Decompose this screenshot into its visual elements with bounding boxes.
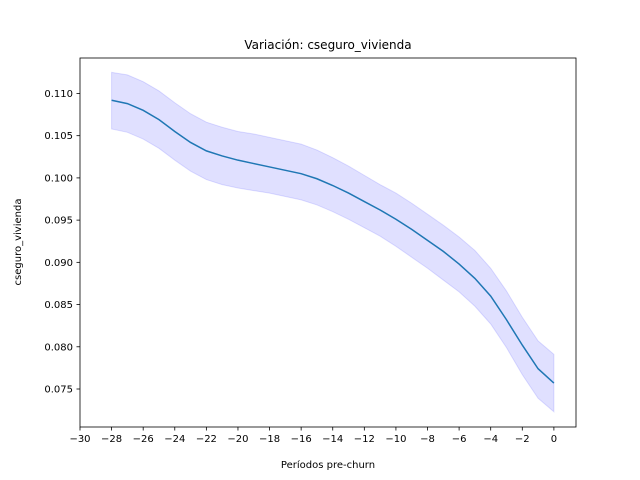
y-tick-label: 0.080	[44, 342, 73, 353]
x-tick-label: −4	[483, 434, 498, 445]
x-tick-label: −28	[101, 434, 122, 445]
plot-area	[79, 57, 577, 428]
series-line	[111, 99, 555, 384]
x-tick-label: −14	[322, 434, 343, 445]
y-axis-label: cseguro_vivienda	[13, 199, 24, 286]
x-tick-label: −20	[227, 434, 248, 445]
chart-title: Variación: cseguro_vivienda	[244, 38, 411, 52]
x-tick-label: −26	[133, 434, 154, 445]
x-tick-label: −10	[385, 434, 406, 445]
x-tick-label: −24	[164, 434, 185, 445]
y-tick-label: 0.110	[44, 89, 73, 100]
x-tick-label: −16	[291, 434, 312, 445]
x-tick-label: −18	[259, 434, 280, 445]
x-tick-label: −22	[196, 434, 217, 445]
y-tick-label: 0.090	[44, 258, 73, 269]
x-tick-label: 0	[551, 434, 557, 445]
x-axis-ticks: −30 −28 −26 −24 −22 −20 −18 −16 −14 −12 −10 −8 −6 −4−…	[69, 427, 557, 445]
x-tick-label: −30	[69, 434, 90, 445]
x-tick-label: −6	[452, 434, 467, 445]
y-tick-label: 0.085	[44, 300, 73, 311]
y-tick-label: 0.095	[44, 216, 73, 227]
confidence-band	[111, 71, 555, 413]
axes-frame	[79, 57, 577, 428]
x-axis-label: Períodos pre-churn	[281, 459, 375, 471]
x-tick-label: −2	[515, 434, 530, 445]
y-axis-ticks: 0.075 0.080 0.085 0.090 0.095 0.100 0.105 0.110	[44, 89, 80, 396]
y-tick-label: 0.100	[44, 173, 73, 184]
x-tick-label: −8	[420, 434, 435, 445]
y-tick-label: 0.075	[44, 385, 73, 396]
y-tick-label: 0.105	[44, 131, 73, 142]
x-tick-label: −12	[354, 434, 375, 445]
